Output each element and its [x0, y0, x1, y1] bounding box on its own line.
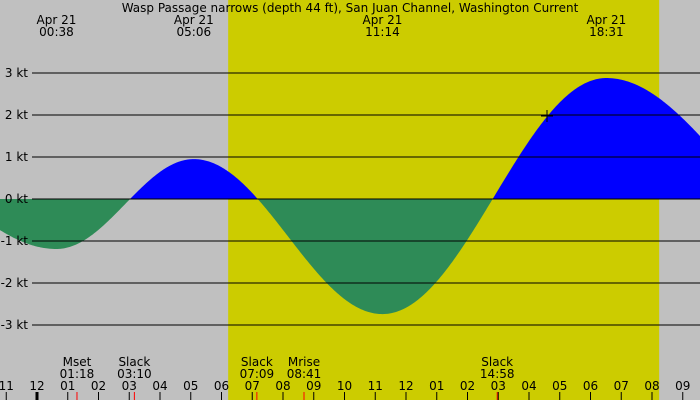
x-tick-label: 12	[398, 379, 413, 393]
extreme-date: Apr 21	[37, 13, 77, 27]
x-tick-label: 11	[0, 379, 14, 393]
x-tick-label: 09	[306, 379, 321, 393]
extreme-date: Apr 21	[363, 13, 403, 27]
x-tick-label: 08	[644, 379, 659, 393]
event-label: Slack	[481, 355, 513, 369]
x-tick-label: 03	[491, 379, 506, 393]
extreme-date: Apr 21	[586, 13, 626, 27]
x-tick-label: 04	[152, 379, 167, 393]
chart-title: Wasp Passage narrows (depth 44 ft), San …	[122, 1, 579, 15]
extreme-time: 11:14	[365, 25, 400, 39]
event-label: Mrise	[288, 355, 320, 369]
event-time: 03:10	[117, 367, 152, 381]
y-tick-label: 3 kt	[5, 66, 28, 80]
y-tick-label: -3 kt	[1, 318, 29, 332]
extreme-time: 18:31	[589, 25, 624, 39]
x-tick-label: 06	[214, 379, 229, 393]
extreme-date: Apr 21	[174, 13, 214, 27]
x-tick-label: 05	[183, 379, 198, 393]
x-tick-label: 02	[460, 379, 475, 393]
event-time: 14:58	[480, 367, 515, 381]
x-tick-label: 07	[614, 379, 629, 393]
x-tick-label: 05	[552, 379, 567, 393]
x-tick-label: 03	[122, 379, 137, 393]
y-tick-label: 2 kt	[5, 108, 28, 122]
x-tick-label: 01	[429, 379, 444, 393]
x-tick-label: 07	[245, 379, 260, 393]
x-tick-label: 10	[337, 379, 352, 393]
x-tick-label: 02	[91, 379, 106, 393]
x-tick-label: 04	[521, 379, 536, 393]
y-tick-label: -1 kt	[1, 234, 29, 248]
y-tick-label: -2 kt	[1, 276, 29, 290]
event-label: Slack	[241, 355, 273, 369]
x-tick-label: 06	[583, 379, 598, 393]
crosshair-marker	[541, 110, 553, 122]
flood-current-area	[0, 78, 700, 199]
x-tick-label: 01	[60, 379, 75, 393]
y-tick-label: 0 kt	[5, 192, 28, 206]
event-time: 08:41	[287, 367, 322, 381]
x-tick-label: 11	[368, 379, 383, 393]
ebb-current-area	[0, 199, 700, 315]
event-label: Slack	[118, 355, 150, 369]
x-tick-label: 09	[675, 379, 690, 393]
extreme-time: 05:06	[177, 25, 212, 39]
x-tick-label: 08	[275, 379, 290, 393]
event-time: 01:18	[60, 367, 95, 381]
event-time: 07:09	[240, 367, 275, 381]
x-tick-label: 12	[29, 379, 44, 393]
y-tick-label: 1 kt	[5, 150, 28, 164]
event-label: Mset	[63, 355, 92, 369]
extreme-time: 00:38	[39, 25, 74, 39]
